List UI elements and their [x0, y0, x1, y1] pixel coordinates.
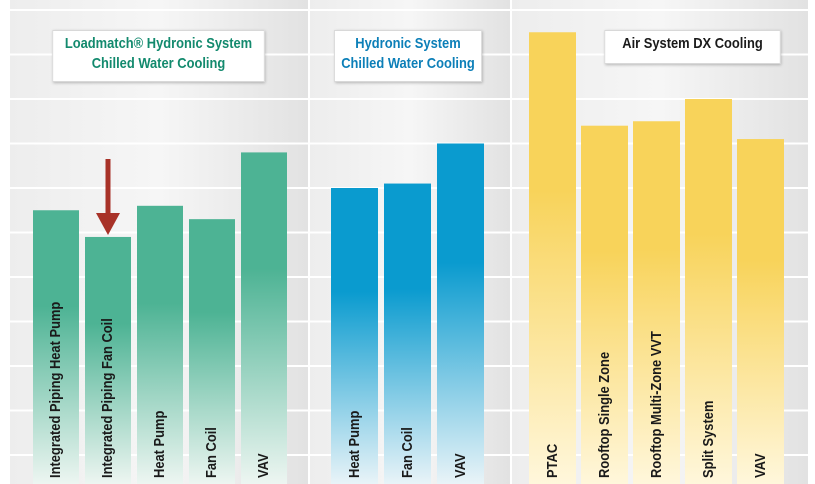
bar-label: VAV [255, 453, 272, 478]
bar [685, 99, 732, 484]
bar-label: Heat Pump [345, 410, 363, 478]
bar [137, 205, 183, 484]
bar [581, 125, 628, 484]
group-title: Air System DX Cooling [604, 30, 781, 64]
bar-label: Rooftop Multi-Zone VVT [647, 331, 665, 478]
bar [241, 152, 287, 484]
bar-label: Rooftop Single Zone [595, 351, 613, 478]
bar-label: VAV [751, 453, 769, 478]
bar [633, 121, 680, 484]
group-title-line2: Chilled Water Cooling [91, 55, 226, 72]
bar [33, 210, 79, 484]
bar [85, 236, 131, 484]
bar [384, 183, 431, 484]
bar [529, 32, 576, 484]
group-title-line1: Loadmatch® Hydronic System [64, 35, 253, 52]
bar [437, 143, 484, 484]
bar [331, 188, 378, 484]
bar-label: Heat Pump [151, 410, 168, 478]
group-title-line2: Chilled Water Cooling [341, 55, 475, 72]
arrow-head-icon [96, 212, 120, 235]
bar-label: Fan Coil [203, 427, 220, 478]
group-title-line1: Hydronic System [355, 35, 461, 52]
bar-label: VAV [451, 453, 469, 478]
group-title: Loadmatch® Hydronic System Chilled Water … [52, 30, 265, 82]
bar-label: Fan Coil [398, 427, 416, 478]
group-title-line1: Air System DX Cooling [622, 35, 763, 52]
bar-label: Integrated Piping Fan Coil [99, 318, 116, 478]
bar-label: Split System [699, 400, 717, 478]
bar [189, 219, 235, 484]
group-title: Hydronic System Chilled Water Cooling [334, 30, 482, 82]
bar [737, 139, 784, 484]
bar-label: Integrated Piping Heat Pump [47, 301, 64, 478]
bar-label: PTAC [543, 443, 561, 478]
